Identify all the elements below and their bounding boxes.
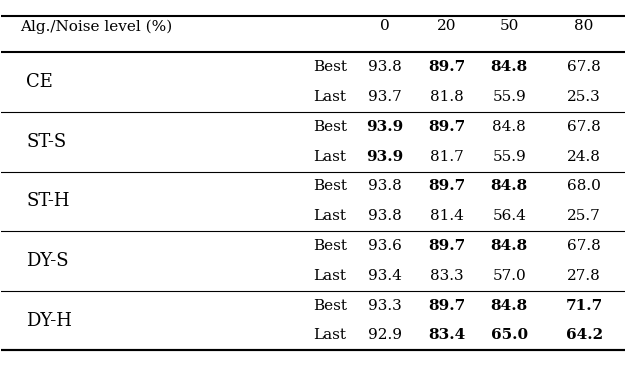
Text: 93.3: 93.3 — [368, 299, 401, 313]
Text: 84.8: 84.8 — [491, 239, 528, 253]
Text: 64.2: 64.2 — [565, 328, 603, 342]
Text: ST-S: ST-S — [26, 133, 66, 151]
Text: 92.9: 92.9 — [367, 328, 402, 342]
Text: 93.9: 93.9 — [366, 150, 403, 164]
Text: 55.9: 55.9 — [493, 150, 526, 164]
Text: 57.0: 57.0 — [493, 269, 526, 283]
Text: 93.8: 93.8 — [368, 60, 401, 74]
Text: 84.8: 84.8 — [493, 120, 526, 134]
Text: 20: 20 — [437, 19, 457, 33]
Text: 84.8: 84.8 — [491, 179, 528, 193]
Text: 81.7: 81.7 — [430, 150, 464, 164]
Text: 24.8: 24.8 — [567, 150, 601, 164]
Text: 81.8: 81.8 — [430, 90, 464, 104]
Text: 67.8: 67.8 — [567, 120, 601, 134]
Text: 83.3: 83.3 — [430, 269, 464, 283]
Text: 93.8: 93.8 — [368, 209, 401, 223]
Text: Last: Last — [313, 90, 346, 104]
Text: 93.8: 93.8 — [368, 179, 401, 193]
Text: Last: Last — [313, 328, 346, 342]
Text: ST-H: ST-H — [26, 192, 70, 210]
Text: 65.0: 65.0 — [491, 328, 528, 342]
Text: Alg./Noise level (%): Alg./Noise level (%) — [20, 19, 172, 34]
Text: DY-S: DY-S — [26, 252, 69, 270]
Text: 84.8: 84.8 — [491, 299, 528, 313]
Text: Best: Best — [313, 239, 347, 253]
Text: 81.4: 81.4 — [430, 209, 464, 223]
Text: Best: Best — [313, 120, 347, 134]
Text: 0: 0 — [380, 19, 389, 33]
Text: 84.8: 84.8 — [491, 60, 528, 74]
Text: 71.7: 71.7 — [565, 299, 603, 313]
Text: 56.4: 56.4 — [493, 209, 526, 223]
Text: DY-H: DY-H — [26, 312, 72, 329]
Text: 55.9: 55.9 — [493, 90, 526, 104]
Text: 89.7: 89.7 — [428, 299, 466, 313]
Text: CE: CE — [26, 73, 53, 91]
Text: 89.7: 89.7 — [428, 120, 466, 134]
Text: 50: 50 — [500, 19, 519, 33]
Text: Last: Last — [313, 269, 346, 283]
Text: Best: Best — [313, 179, 347, 193]
Text: 93.9: 93.9 — [366, 120, 403, 134]
Text: 25.7: 25.7 — [567, 209, 601, 223]
Text: 89.7: 89.7 — [428, 60, 466, 74]
Text: 25.3: 25.3 — [567, 90, 601, 104]
Text: Last: Last — [313, 150, 346, 164]
Text: 93.4: 93.4 — [367, 269, 402, 283]
Text: 80: 80 — [575, 19, 594, 33]
Text: 93.7: 93.7 — [368, 90, 401, 104]
Text: 89.7: 89.7 — [428, 179, 466, 193]
Text: 83.4: 83.4 — [428, 328, 466, 342]
Text: Best: Best — [313, 60, 347, 74]
Text: 68.0: 68.0 — [567, 179, 601, 193]
Text: Best: Best — [313, 299, 347, 313]
Text: 67.8: 67.8 — [567, 239, 601, 253]
Text: 67.8: 67.8 — [567, 60, 601, 74]
Text: Last: Last — [313, 209, 346, 223]
Text: 89.7: 89.7 — [428, 239, 466, 253]
Text: 27.8: 27.8 — [567, 269, 601, 283]
Text: 93.6: 93.6 — [367, 239, 402, 253]
